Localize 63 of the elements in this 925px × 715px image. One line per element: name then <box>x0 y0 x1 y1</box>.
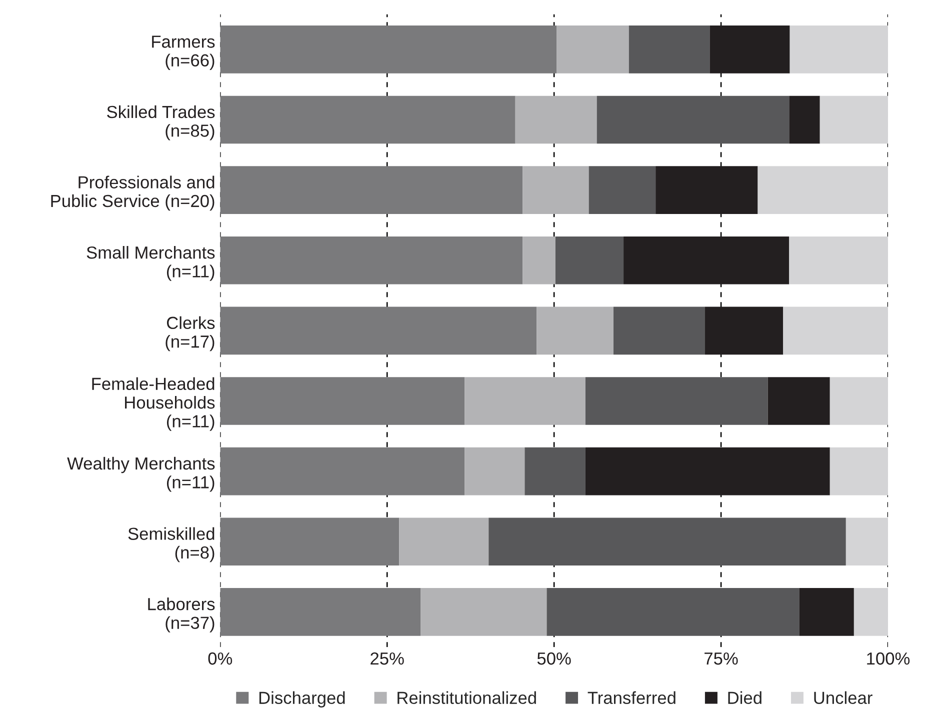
bar <box>464 377 586 425</box>
bar <box>789 236 888 284</box>
bar <box>546 588 800 636</box>
bar <box>799 588 854 636</box>
y-tick-label: Farmers (n=66) <box>152 36 215 70</box>
bar <box>220 166 523 214</box>
bar <box>614 306 706 355</box>
x-tick-label: 0% <box>208 652 232 665</box>
legend-label: Transferred <box>588 691 676 704</box>
y-tick-label: Female-Headed Households (n=11) <box>92 377 215 431</box>
y-tick-label: Skilled Trades (n=85) <box>107 105 215 140</box>
legend-label: Discharged <box>259 691 345 708</box>
bar <box>220 96 516 144</box>
legend-label: Died <box>728 691 762 704</box>
bar <box>790 26 888 74</box>
bar <box>705 306 784 355</box>
bar <box>464 447 525 496</box>
bar <box>522 166 589 214</box>
y-tick-label: Clerks (n=17) <box>166 316 215 352</box>
bar <box>783 306 888 355</box>
x-tick-label: 50% <box>537 652 571 665</box>
bar <box>585 377 768 425</box>
bar <box>768 377 830 425</box>
legend-label: Reinstitutionalized <box>398 691 536 704</box>
bar <box>488 518 846 566</box>
bar <box>628 26 710 74</box>
bar <box>220 377 465 425</box>
bar <box>555 236 624 284</box>
bar <box>399 518 489 566</box>
bar <box>585 447 830 496</box>
y-tick-label: Professionals and Public Service (n=20) <box>51 176 214 211</box>
y-tick-label: Semiskilled (n=8) <box>128 527 214 562</box>
x-tick-label: 100% <box>867 652 910 665</box>
bar <box>524 447 586 496</box>
bar <box>220 518 400 566</box>
bar <box>656 166 758 214</box>
bar <box>536 306 614 355</box>
bar <box>830 377 888 425</box>
bar <box>220 236 523 284</box>
bar <box>420 588 547 636</box>
bar <box>556 26 629 74</box>
bar <box>758 166 888 214</box>
bar <box>596 96 790 144</box>
x-tick-label: 75% <box>704 652 738 665</box>
legend-label: Unclear <box>814 691 872 704</box>
y-tick-label: Wealthy Merchants (n=11) <box>67 456 215 492</box>
bar <box>710 26 790 74</box>
x-tick-label: 25% <box>370 652 404 665</box>
bar <box>220 306 537 355</box>
bar <box>522 236 556 284</box>
bar <box>220 447 465 496</box>
bar <box>789 96 820 144</box>
bar <box>588 166 656 214</box>
bar <box>820 96 888 144</box>
bar <box>220 588 421 636</box>
bar <box>624 236 790 284</box>
bar <box>846 518 888 566</box>
bar <box>220 26 557 74</box>
bar <box>515 96 597 144</box>
y-tick-label: Laborers (n=37) <box>148 598 215 632</box>
bar <box>854 588 888 636</box>
y-tick-label: Small Merchants (n=11) <box>86 246 215 281</box>
bar <box>830 447 888 496</box>
